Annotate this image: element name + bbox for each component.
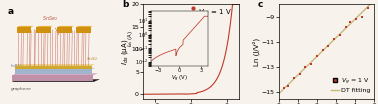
- Point: [280, 88, 287, 89]
- Polygon shape: [12, 79, 99, 82]
- Text: b: b: [122, 0, 129, 9]
- Text: SnS$_2$: SnS$_2$: [86, 55, 98, 63]
- Point: [308, 63, 314, 64]
- Point: [331, 38, 337, 40]
- Point: [314, 55, 320, 57]
- Polygon shape: [15, 68, 95, 69]
- Point: [297, 73, 303, 75]
- Text: graphene: graphene: [11, 87, 31, 91]
- Polygon shape: [76, 26, 93, 27]
- Point: [291, 77, 297, 78]
- Polygon shape: [15, 66, 91, 69]
- Y-axis label: $I_{ds}$ (μA): $I_{ds}$ (μA): [120, 38, 130, 65]
- Text: c: c: [258, 0, 263, 9]
- Polygon shape: [57, 27, 71, 33]
- Point: [359, 16, 365, 18]
- Y-axis label: Ln (J/V²): Ln (J/V²): [253, 37, 260, 66]
- Legend: $V_g$ = 1 V, DT fitting: $V_g$ = 1 V, DT fitting: [330, 76, 371, 94]
- Point: [347, 22, 353, 23]
- Text: $V_{ds}$ = 1 V: $V_{ds}$ = 1 V: [198, 8, 232, 18]
- Polygon shape: [12, 75, 93, 81]
- Polygon shape: [17, 27, 31, 33]
- Polygon shape: [57, 26, 74, 27]
- Point: [364, 7, 370, 9]
- Text: h-BN: h-BN: [11, 64, 21, 68]
- Point: [302, 66, 308, 67]
- Text: SnSe$_2$: SnSe$_2$: [42, 14, 59, 35]
- Point: [285, 85, 291, 87]
- Point: [320, 49, 326, 50]
- Polygon shape: [36, 27, 51, 33]
- Polygon shape: [76, 27, 91, 33]
- Polygon shape: [12, 73, 98, 75]
- Point: [337, 34, 343, 35]
- Point: [342, 26, 349, 28]
- Polygon shape: [17, 26, 34, 27]
- Polygon shape: [36, 26, 53, 27]
- Polygon shape: [15, 69, 91, 74]
- Point: [353, 19, 359, 20]
- Point: [325, 45, 332, 47]
- Text: a: a: [8, 7, 14, 16]
- Polygon shape: [15, 64, 94, 66]
